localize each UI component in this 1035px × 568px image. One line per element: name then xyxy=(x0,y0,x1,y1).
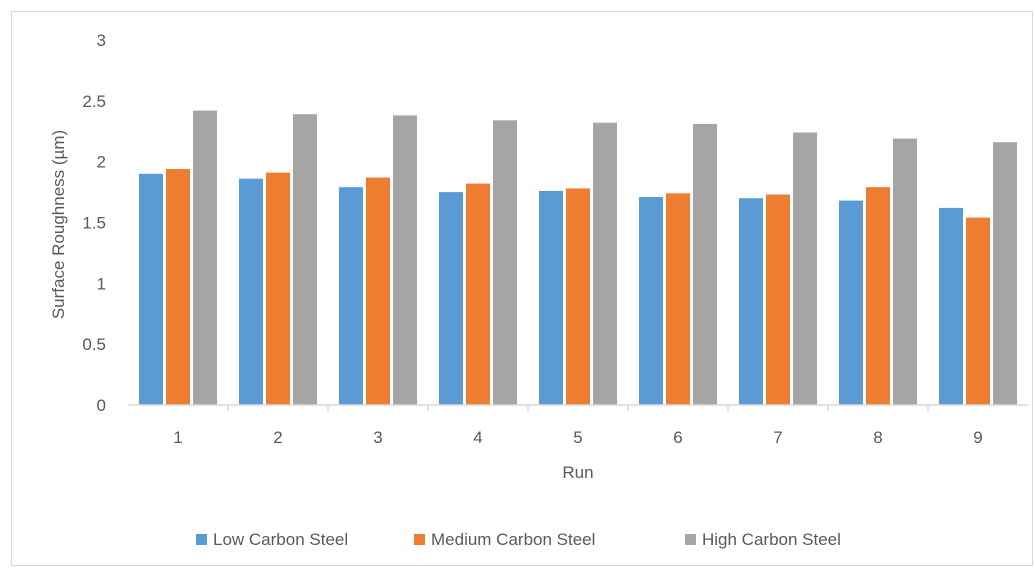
x-tick-label: 2 xyxy=(273,428,282,447)
x-tick-label: 4 xyxy=(473,428,482,447)
bar-run-1-series-1 xyxy=(139,173,163,405)
y-tick-label: 2.5 xyxy=(82,92,106,111)
bar-run-5-series-1 xyxy=(539,190,563,405)
bar-run-2-series-3 xyxy=(293,114,317,405)
y-tick-label: 0 xyxy=(97,396,106,415)
bar-run-9-series-2 xyxy=(966,217,990,405)
bar-run-9-series-3 xyxy=(993,142,1017,405)
legend-swatch-3 xyxy=(685,534,696,545)
y-tick-label: 1.5 xyxy=(82,214,106,233)
x-tick-label: 3 xyxy=(373,428,382,447)
x-tick-label: 8 xyxy=(873,428,882,447)
bar-run-9-series-1 xyxy=(939,207,963,405)
legend-label-2: Medium Carbon Steel xyxy=(431,530,595,549)
y-tick-label: 0.5 xyxy=(82,335,106,354)
bar-run-4-series-3 xyxy=(493,120,517,406)
bar-run-5-series-3 xyxy=(593,122,617,405)
legend-swatch-2 xyxy=(414,534,425,545)
y-axis-ticks: 0 0.5 1 1.5 2 2.5 3 xyxy=(82,31,106,415)
x-tick-label: 9 xyxy=(973,428,982,447)
bar-run-3-series-1 xyxy=(339,187,363,405)
legend-swatch-1 xyxy=(196,534,207,545)
y-tick-label: 2 xyxy=(97,153,106,172)
legend-label-3: High Carbon Steel xyxy=(702,530,841,549)
bar-run-3-series-2 xyxy=(366,177,390,405)
bar-run-7-series-2 xyxy=(766,194,790,405)
x-tick-label: 7 xyxy=(773,428,782,447)
bar-run-3-series-3 xyxy=(393,115,417,406)
bars xyxy=(139,110,1017,406)
y-tick-label: 3 xyxy=(97,31,106,50)
bar-run-6-series-3 xyxy=(693,123,717,406)
x-tick-label: 6 xyxy=(673,428,682,447)
bar-run-8-series-3 xyxy=(893,138,917,405)
bar-run-7-series-3 xyxy=(793,132,817,405)
bar-run-5-series-2 xyxy=(566,188,590,405)
x-tick-label: 5 xyxy=(573,428,582,447)
bar-run-6-series-2 xyxy=(666,193,690,405)
bar-run-6-series-1 xyxy=(639,197,663,405)
bar-run-2-series-2 xyxy=(266,172,290,405)
y-axis-title: Surface Roughness (µm) xyxy=(49,130,68,319)
bar-run-4-series-1 xyxy=(439,192,463,405)
bar-run-7-series-1 xyxy=(739,198,763,405)
x-tick-label: 1 xyxy=(173,428,182,447)
bar-run-1-series-3 xyxy=(193,110,217,405)
legend-label-1: Low Carbon Steel xyxy=(213,530,348,549)
legend: Low Carbon Steel Medium Carbon Steel High … xyxy=(196,530,841,549)
x-axis-title: Run xyxy=(562,463,593,482)
x-axis-ticks: 1 2 3 4 5 6 7 8 9 xyxy=(173,405,983,447)
y-tick-label: 1 xyxy=(97,274,106,293)
bar-run-8-series-1 xyxy=(839,200,863,405)
bar-run-2-series-1 xyxy=(239,178,263,405)
bar-run-1-series-2 xyxy=(166,169,190,405)
bar-run-4-series-2 xyxy=(466,183,490,405)
bar-run-8-series-2 xyxy=(866,187,890,405)
